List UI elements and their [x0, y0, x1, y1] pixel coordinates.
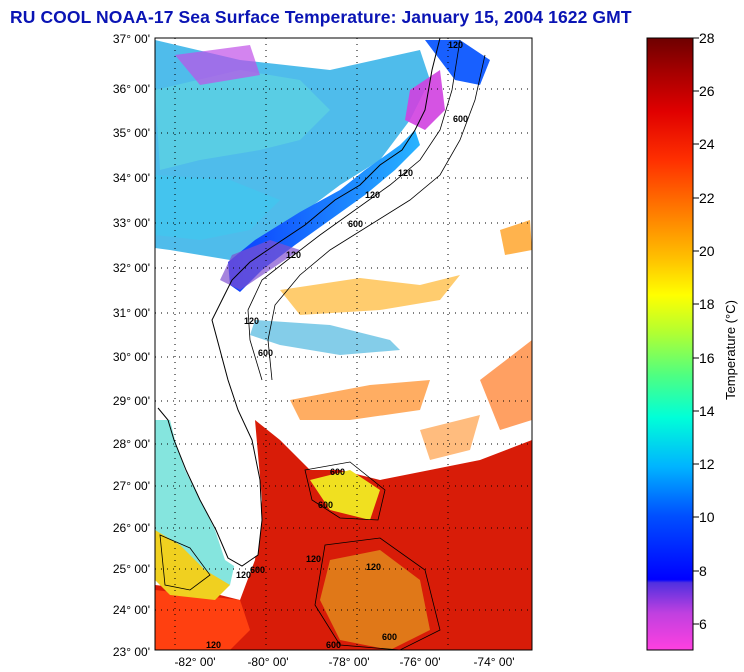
longitude-labels: -82° 00' -80° 00' -78° 00' -76° 00' -74°… — [174, 655, 514, 669]
contour-label: 120 — [236, 570, 251, 580]
colorbar-tick-label: 14 — [699, 403, 715, 419]
lat-label: 27° 00' — [113, 479, 150, 493]
colorbar-tick-label: 18 — [699, 296, 715, 312]
sst-imagery — [155, 40, 532, 650]
contour-label: 600 — [318, 500, 333, 510]
colorbar-tick-label: 24 — [699, 136, 715, 152]
contour-label: 600 — [326, 640, 341, 650]
lat-label: 29° 00' — [113, 394, 150, 408]
lat-label: 28° 00' — [113, 437, 150, 451]
florida-land — [155, 300, 262, 570]
map-title: RU COOL NOAA-17 Sea Surface Temperature:… — [10, 7, 632, 27]
colorbar-tick-label: 12 — [699, 456, 715, 472]
bahamas-banks — [310, 470, 380, 520]
cold-coastal-patch — [405, 70, 445, 130]
colorbar-gradient — [646, 37, 694, 651]
colorbar-tick-label: 10 — [699, 509, 715, 525]
colorbar: 28 26 24 22 20 18 16 14 12 10 8 6 Temper… — [646, 30, 738, 651]
lat-label: 34° 00' — [113, 171, 150, 185]
colorbar-ticks — [693, 37, 699, 625]
lat-label: 33° 00' — [113, 216, 150, 230]
colorbar-tick-label: 28 — [699, 30, 715, 46]
contour-120 — [247, 39, 461, 381]
contour-label: 600 — [382, 632, 397, 642]
contour-600 — [267, 54, 486, 381]
contour-labels: 120 600 120 120 600 120 120 600 120 600 … — [206, 40, 468, 650]
lat-label: 36° 00' — [113, 82, 150, 96]
contour-label: 600 — [348, 219, 363, 229]
contour-label: 120 — [448, 40, 463, 50]
contour-label: 600 — [330, 467, 345, 477]
lat-label: 35° 00' — [113, 126, 150, 140]
contour-label: 600 — [453, 114, 468, 124]
lat-label: 32° 00' — [113, 261, 150, 275]
colorbar-axis-label: Temperature (°C) — [723, 300, 738, 400]
colorbar-tick-label: 22 — [699, 190, 715, 206]
graticule — [155, 38, 532, 650]
lat-label: 25° 00' — [113, 562, 150, 576]
contour-label: 120 — [365, 190, 380, 200]
colorbar-tick-label: 6 — [699, 616, 707, 632]
contour-label: 600 — [250, 565, 265, 575]
latitude-labels: 37° 00' 36° 00' 35° 00' 34° 00' 33° 00' … — [113, 32, 150, 659]
contour-label: 600 — [258, 348, 273, 358]
contour-label: 120 — [306, 554, 321, 564]
coastline — [157, 37, 441, 567]
colorbar-tick-label: 16 — [699, 350, 715, 366]
lat-label: 24° 00' — [113, 603, 150, 617]
lat-label: 31° 00' — [113, 306, 150, 320]
contour-label: 120 — [366, 562, 381, 572]
contour-label: 120 — [206, 640, 221, 650]
lon-label: -78° 00' — [328, 655, 369, 669]
contour-label: 120 — [244, 316, 259, 326]
contour-label: 120 — [398, 168, 413, 178]
colorbar-tick-label: 20 — [699, 243, 715, 259]
lon-label: -80° 00' — [247, 655, 288, 669]
gulf-stream — [155, 420, 532, 650]
lon-label: -74° 00' — [473, 655, 514, 669]
colorbar-tick-label: 8 — [699, 563, 707, 579]
lat-label: 30° 00' — [113, 350, 150, 364]
lat-label: 23° 00' — [113, 645, 150, 659]
lat-label: 26° 00' — [113, 521, 150, 535]
lon-label: -82° 00' — [174, 655, 215, 669]
lat-label: 37° 00' — [113, 32, 150, 46]
contour-label: 120 — [286, 250, 301, 260]
colorbar-tick-label: 26 — [699, 83, 715, 99]
lon-label: -76° 00' — [399, 655, 440, 669]
